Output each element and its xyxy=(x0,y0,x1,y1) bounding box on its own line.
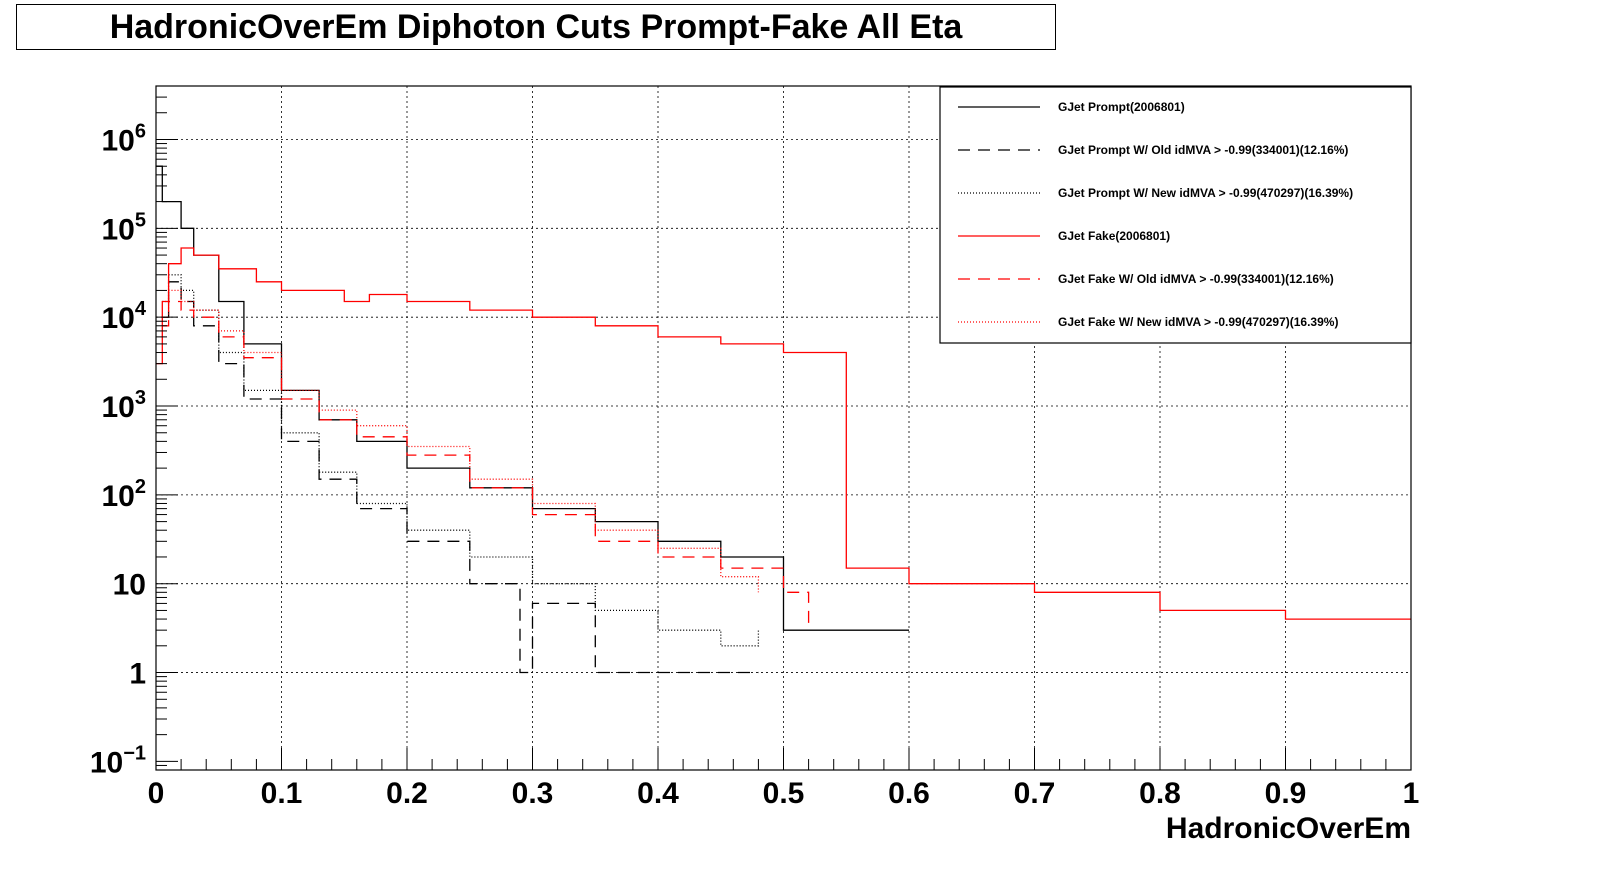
x-tick-label: 0.5 xyxy=(763,777,805,810)
series-line-1 xyxy=(156,165,909,631)
legend-label: GJet Fake W/ Old idMVA > -0.99(334001)(1… xyxy=(1058,272,1334,286)
legend-label: GJet Fake(2006801) xyxy=(1058,229,1170,243)
y-tick-label: 103 xyxy=(102,387,147,424)
y-tick-label: 10 xyxy=(113,569,146,602)
x-tick-label: 0.1 xyxy=(261,777,303,810)
legend: GJet Prompt(2006801) GJet Prompt W/ Old i… xyxy=(939,86,1412,344)
x-axis-title: HadronicOverEm xyxy=(1166,812,1411,845)
x-tick-label: 0.3 xyxy=(512,777,554,810)
x-tick-label: 0 xyxy=(148,777,165,810)
series-line-5 xyxy=(162,300,810,631)
chart-title: HadronicOverEm Diphoton Cuts Prompt-Fake… xyxy=(109,8,963,46)
series-line-2 xyxy=(162,281,759,674)
legend-box xyxy=(939,86,1412,344)
legend-label: GJet Prompt(2006801) xyxy=(1058,100,1185,114)
y-tick-label: 1 xyxy=(129,658,146,691)
legend-label: GJet Fake W/ New idMVA > -0.99(470297)(1… xyxy=(1058,315,1338,329)
legend-label: GJet Prompt W/ Old idMVA > -0.99(334001)… xyxy=(1058,143,1348,157)
x-tick-label: 0.9 xyxy=(1265,777,1307,810)
series-line-4 xyxy=(156,247,1411,620)
legend-label: GJet Prompt W/ New idMVA > -0.99(470297)… xyxy=(1058,186,1353,200)
x-tick-label: 0.8 xyxy=(1139,777,1181,810)
series-group xyxy=(156,165,1411,674)
x-tick-label: 0.2 xyxy=(386,777,428,810)
axis-ticks xyxy=(155,85,1412,771)
x-tick-label: 1 xyxy=(1403,777,1420,810)
y-tick-label: 106 xyxy=(102,120,147,157)
y-tick-labels: 10−1 1 10 102 103 104 105 106 xyxy=(90,120,147,779)
x-tick-label: 0.4 xyxy=(637,777,679,810)
x-tick-label: 0.7 xyxy=(1014,777,1056,810)
chart-title-box: HadronicOverEm Diphoton Cuts Prompt-Fake… xyxy=(16,4,1056,50)
y-tick-label: 10−1 xyxy=(90,742,146,779)
y-tick-label: 102 xyxy=(102,476,147,513)
y-tick-label: 105 xyxy=(102,209,147,246)
series-line-3 xyxy=(162,274,760,647)
x-tick-labels: 0 0.1 0.2 0.3 0.4 0.5 0.6 0.7 0.8 0.9 1 xyxy=(148,777,1420,810)
series-line-6 xyxy=(162,289,760,593)
x-tick-label: 0.6 xyxy=(888,777,930,810)
y-tick-label: 104 xyxy=(102,298,147,335)
